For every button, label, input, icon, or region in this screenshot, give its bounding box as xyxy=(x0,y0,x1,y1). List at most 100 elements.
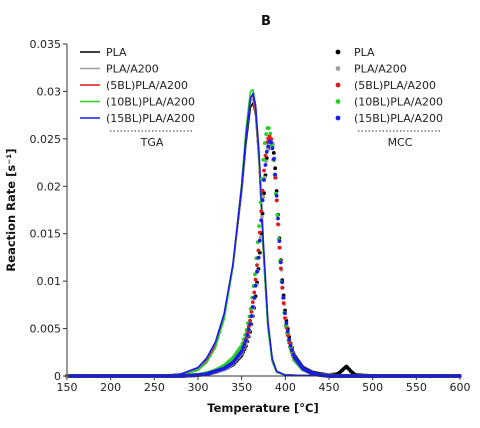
mcc-point xyxy=(263,153,268,158)
mcc-point xyxy=(284,321,289,326)
mcc-series-15bl-pla-a200 xyxy=(67,139,462,378)
x-tick-label: 250 xyxy=(144,381,165,394)
legend-label-10bl-pla-a200: (10BL)PLA/A200 xyxy=(106,96,195,109)
y-tick-label: 0.035 xyxy=(30,38,62,51)
legend-caption-tga: TGA xyxy=(140,136,164,149)
x-tick-label: 350 xyxy=(231,381,252,394)
mcc-point xyxy=(274,193,279,198)
mcc-point xyxy=(260,188,265,193)
mcc-point xyxy=(269,140,273,145)
legend-label-15bl-pla-a200: (15BL)PLA/A200 xyxy=(106,112,195,125)
tga-series-group xyxy=(67,88,460,377)
legend-marker-pla-a200 xyxy=(335,66,341,71)
mcc-point xyxy=(271,157,276,161)
mcc-point xyxy=(253,277,258,282)
mcc-point xyxy=(255,269,259,274)
mcc-point xyxy=(276,216,280,221)
mcc-point xyxy=(278,266,283,271)
y-tick-label: 0.01 xyxy=(37,275,62,288)
x-tick-label: 500 xyxy=(362,381,383,394)
x-tick-label: 200 xyxy=(100,381,121,394)
mcc-point xyxy=(276,222,280,227)
mcc-point xyxy=(273,172,278,177)
mcc-point xyxy=(241,345,246,350)
mcc-point xyxy=(271,151,276,155)
mcc-point xyxy=(268,131,273,136)
mcc-point xyxy=(242,342,247,346)
tga-series-15bl-pla-a200 xyxy=(67,92,460,377)
mcc-point xyxy=(259,209,264,214)
mcc-point xyxy=(288,343,293,348)
mcc-point xyxy=(290,348,294,353)
mcc-point xyxy=(262,168,266,173)
legend-marker-15bl-pla-a200 xyxy=(335,115,341,121)
mcc-point xyxy=(281,301,286,305)
mcc-point xyxy=(258,235,263,240)
mcc-point xyxy=(275,213,280,218)
mcc-point xyxy=(264,132,268,137)
mcc-point xyxy=(285,329,290,334)
mcc-point xyxy=(287,337,292,342)
mcc-point xyxy=(248,322,253,327)
y-tick-label: 0.03 xyxy=(37,85,62,98)
legend-label-pla: PLA xyxy=(106,46,127,59)
mcc-point xyxy=(257,238,262,243)
chart-title: B xyxy=(261,14,271,29)
mcc-point xyxy=(256,248,261,253)
mcc-point xyxy=(249,309,254,314)
legend-label-5bl-pla-a200: (5BL)PLA/A200 xyxy=(106,79,188,92)
mcc-point xyxy=(262,141,267,146)
mcc-point xyxy=(278,260,283,265)
legend-marker-5bl-pla-a200 xyxy=(335,82,341,88)
legend-marker-pla xyxy=(335,49,341,55)
mcc-point xyxy=(264,150,269,154)
mcc-point xyxy=(269,143,274,148)
mcc-point xyxy=(250,300,255,304)
legend-label-pla-a200: PLA/A200 xyxy=(354,63,407,76)
x-tick-label: 600 xyxy=(450,381,471,394)
x-tick-label: 150 xyxy=(57,381,78,394)
mcc-point xyxy=(260,215,264,219)
legend-label-5bl-pla-a200: (5BL)PLA/A200 xyxy=(354,79,436,92)
mcc-point xyxy=(261,194,266,199)
x-tick-label: 450 xyxy=(319,381,340,394)
mcc-point xyxy=(281,295,286,300)
legend-label-15bl-pla-a200: (15BL)PLA/A200 xyxy=(354,112,443,125)
legend-caption-mcc: MCC xyxy=(388,136,413,149)
y-tick-label: 0.025 xyxy=(30,133,62,146)
mcc-point xyxy=(274,198,279,203)
y-tick-label: 0 xyxy=(54,370,61,383)
y-tick-label: 0.005 xyxy=(30,323,62,336)
mcc-point xyxy=(270,146,275,151)
mcc-point xyxy=(277,239,282,244)
tick-labels: 150 200 250 300 350 400 450 500 550 600 0 0.005 0.01… xyxy=(30,38,471,394)
mcc-point xyxy=(257,224,261,229)
mcc-point xyxy=(263,163,268,167)
mcc-point xyxy=(259,218,264,223)
mcc-point xyxy=(262,178,266,182)
mcc-point xyxy=(246,327,251,332)
mcc-point xyxy=(255,263,259,267)
legend-label-pla: PLA xyxy=(354,46,375,59)
legend-marker-10bl-pla-a200 xyxy=(335,99,341,104)
mcc-point xyxy=(245,333,250,338)
mcc-point xyxy=(283,316,287,320)
mcc-point xyxy=(264,159,268,164)
mcc-point xyxy=(239,349,244,354)
mcc-point xyxy=(256,255,261,260)
mcc-point xyxy=(257,230,262,235)
mcc-point xyxy=(280,285,285,290)
mcc-point xyxy=(273,166,278,171)
mcc-point xyxy=(261,158,266,162)
legend-mcc: PLA PLA/A200 (5BL)PLA/A200 (10BL)PLA/A200 (1… xyxy=(335,46,443,149)
mcc-point xyxy=(253,272,257,277)
mcc-point xyxy=(277,245,282,250)
mcc-point xyxy=(250,305,255,309)
legend-label-10bl-pla-a200: (10BL)PLA/A200 xyxy=(354,96,443,109)
y-tick-label: 0.015 xyxy=(30,228,62,241)
mcc-point xyxy=(252,290,257,295)
mcc-point xyxy=(267,126,271,130)
mcc-point xyxy=(266,144,271,149)
x-tick-label: 400 xyxy=(275,381,296,394)
